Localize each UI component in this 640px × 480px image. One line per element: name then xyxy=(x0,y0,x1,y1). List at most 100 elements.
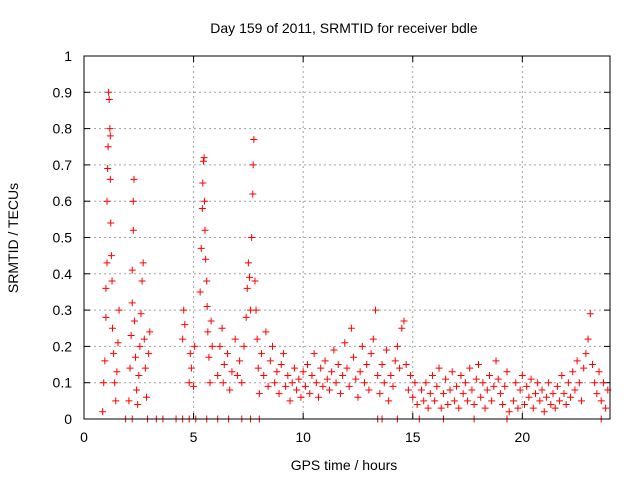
data-point xyxy=(361,379,369,387)
data-point xyxy=(352,375,360,383)
data-point xyxy=(108,324,116,332)
data-point xyxy=(470,400,478,408)
data-point xyxy=(466,364,474,372)
y-tick-label: 1 xyxy=(64,48,72,64)
data-point xyxy=(264,382,272,390)
data-point xyxy=(523,382,531,390)
data-point xyxy=(396,364,404,372)
data-point xyxy=(488,397,496,405)
data-point xyxy=(325,386,333,394)
data-point xyxy=(350,353,358,361)
data-point xyxy=(428,371,436,379)
data-point xyxy=(101,357,109,365)
plot-frame xyxy=(83,55,611,420)
data-point xyxy=(521,400,529,408)
data-point xyxy=(135,371,143,379)
data-point xyxy=(250,135,258,143)
data-point xyxy=(102,313,110,321)
data-point xyxy=(529,404,537,412)
data-point xyxy=(279,350,287,358)
y-tick-label: 0.1 xyxy=(53,375,73,391)
data-point xyxy=(236,357,244,365)
data-point xyxy=(106,175,114,183)
data-point xyxy=(365,386,373,394)
data-point xyxy=(334,361,342,369)
data-point xyxy=(369,335,377,343)
data-point xyxy=(527,375,535,383)
data-point xyxy=(254,364,262,372)
data-point xyxy=(341,339,349,347)
y-tick-label: 0.9 xyxy=(53,84,73,100)
data-point xyxy=(112,397,120,405)
data-point xyxy=(490,382,498,390)
data-point xyxy=(226,386,234,394)
data-point xyxy=(481,404,489,412)
data-point xyxy=(595,368,603,376)
data-point xyxy=(439,390,447,398)
data-point xyxy=(262,328,270,336)
y-tick-label: 0.2 xyxy=(53,338,73,354)
data-point xyxy=(140,335,148,343)
data-point xyxy=(290,364,298,372)
data-point xyxy=(411,379,419,387)
data-point xyxy=(299,368,307,376)
data-point xyxy=(442,375,450,383)
data-point xyxy=(190,382,198,390)
data-point xyxy=(141,364,149,372)
y-tick-label: 0.4 xyxy=(53,266,73,282)
data-point xyxy=(479,379,487,387)
data-point xyxy=(339,371,347,379)
data-point xyxy=(571,386,579,394)
x-tick-label: 20 xyxy=(515,429,531,445)
data-point xyxy=(186,350,194,358)
data-point xyxy=(560,390,568,398)
data-point xyxy=(128,266,136,274)
data-point xyxy=(277,361,285,369)
data-point xyxy=(578,397,586,405)
data-point xyxy=(218,324,226,332)
data-point xyxy=(129,226,137,234)
data-point xyxy=(273,368,281,376)
data-point xyxy=(437,404,445,412)
data-point xyxy=(245,273,253,281)
y-tick-label: 0 xyxy=(64,411,72,427)
data-point xyxy=(404,386,412,394)
data-point xyxy=(199,157,207,165)
data-point xyxy=(483,386,491,394)
data-point xyxy=(139,259,147,267)
data-points xyxy=(99,88,612,423)
data-point xyxy=(461,379,469,387)
y-tick-label: 0.6 xyxy=(53,193,73,209)
data-point xyxy=(343,364,351,372)
data-point xyxy=(200,154,208,162)
data-point xyxy=(198,204,206,212)
data-point xyxy=(275,390,283,398)
data-point xyxy=(516,386,524,394)
data-point xyxy=(206,379,214,387)
data-point xyxy=(531,390,539,398)
y-tick-label: 0.3 xyxy=(53,302,73,318)
data-point xyxy=(475,361,482,369)
data-point xyxy=(510,397,518,405)
data-point xyxy=(306,390,314,398)
data-point xyxy=(253,335,261,343)
data-point xyxy=(260,371,268,379)
data-point xyxy=(110,350,118,358)
data-point xyxy=(418,386,426,394)
data-point xyxy=(271,379,279,387)
data-point xyxy=(315,393,323,401)
data-point xyxy=(336,390,344,398)
data-point xyxy=(249,190,257,198)
data-point xyxy=(363,361,371,369)
data-point xyxy=(295,375,303,383)
data-point xyxy=(130,317,138,325)
data-point xyxy=(196,288,204,296)
data-point xyxy=(220,361,228,369)
data-point xyxy=(312,379,320,387)
data-point xyxy=(380,379,388,387)
data-point xyxy=(104,165,112,173)
data-point xyxy=(567,393,575,401)
data-point xyxy=(422,379,430,387)
data-point xyxy=(297,393,305,401)
data-point xyxy=(127,332,135,340)
